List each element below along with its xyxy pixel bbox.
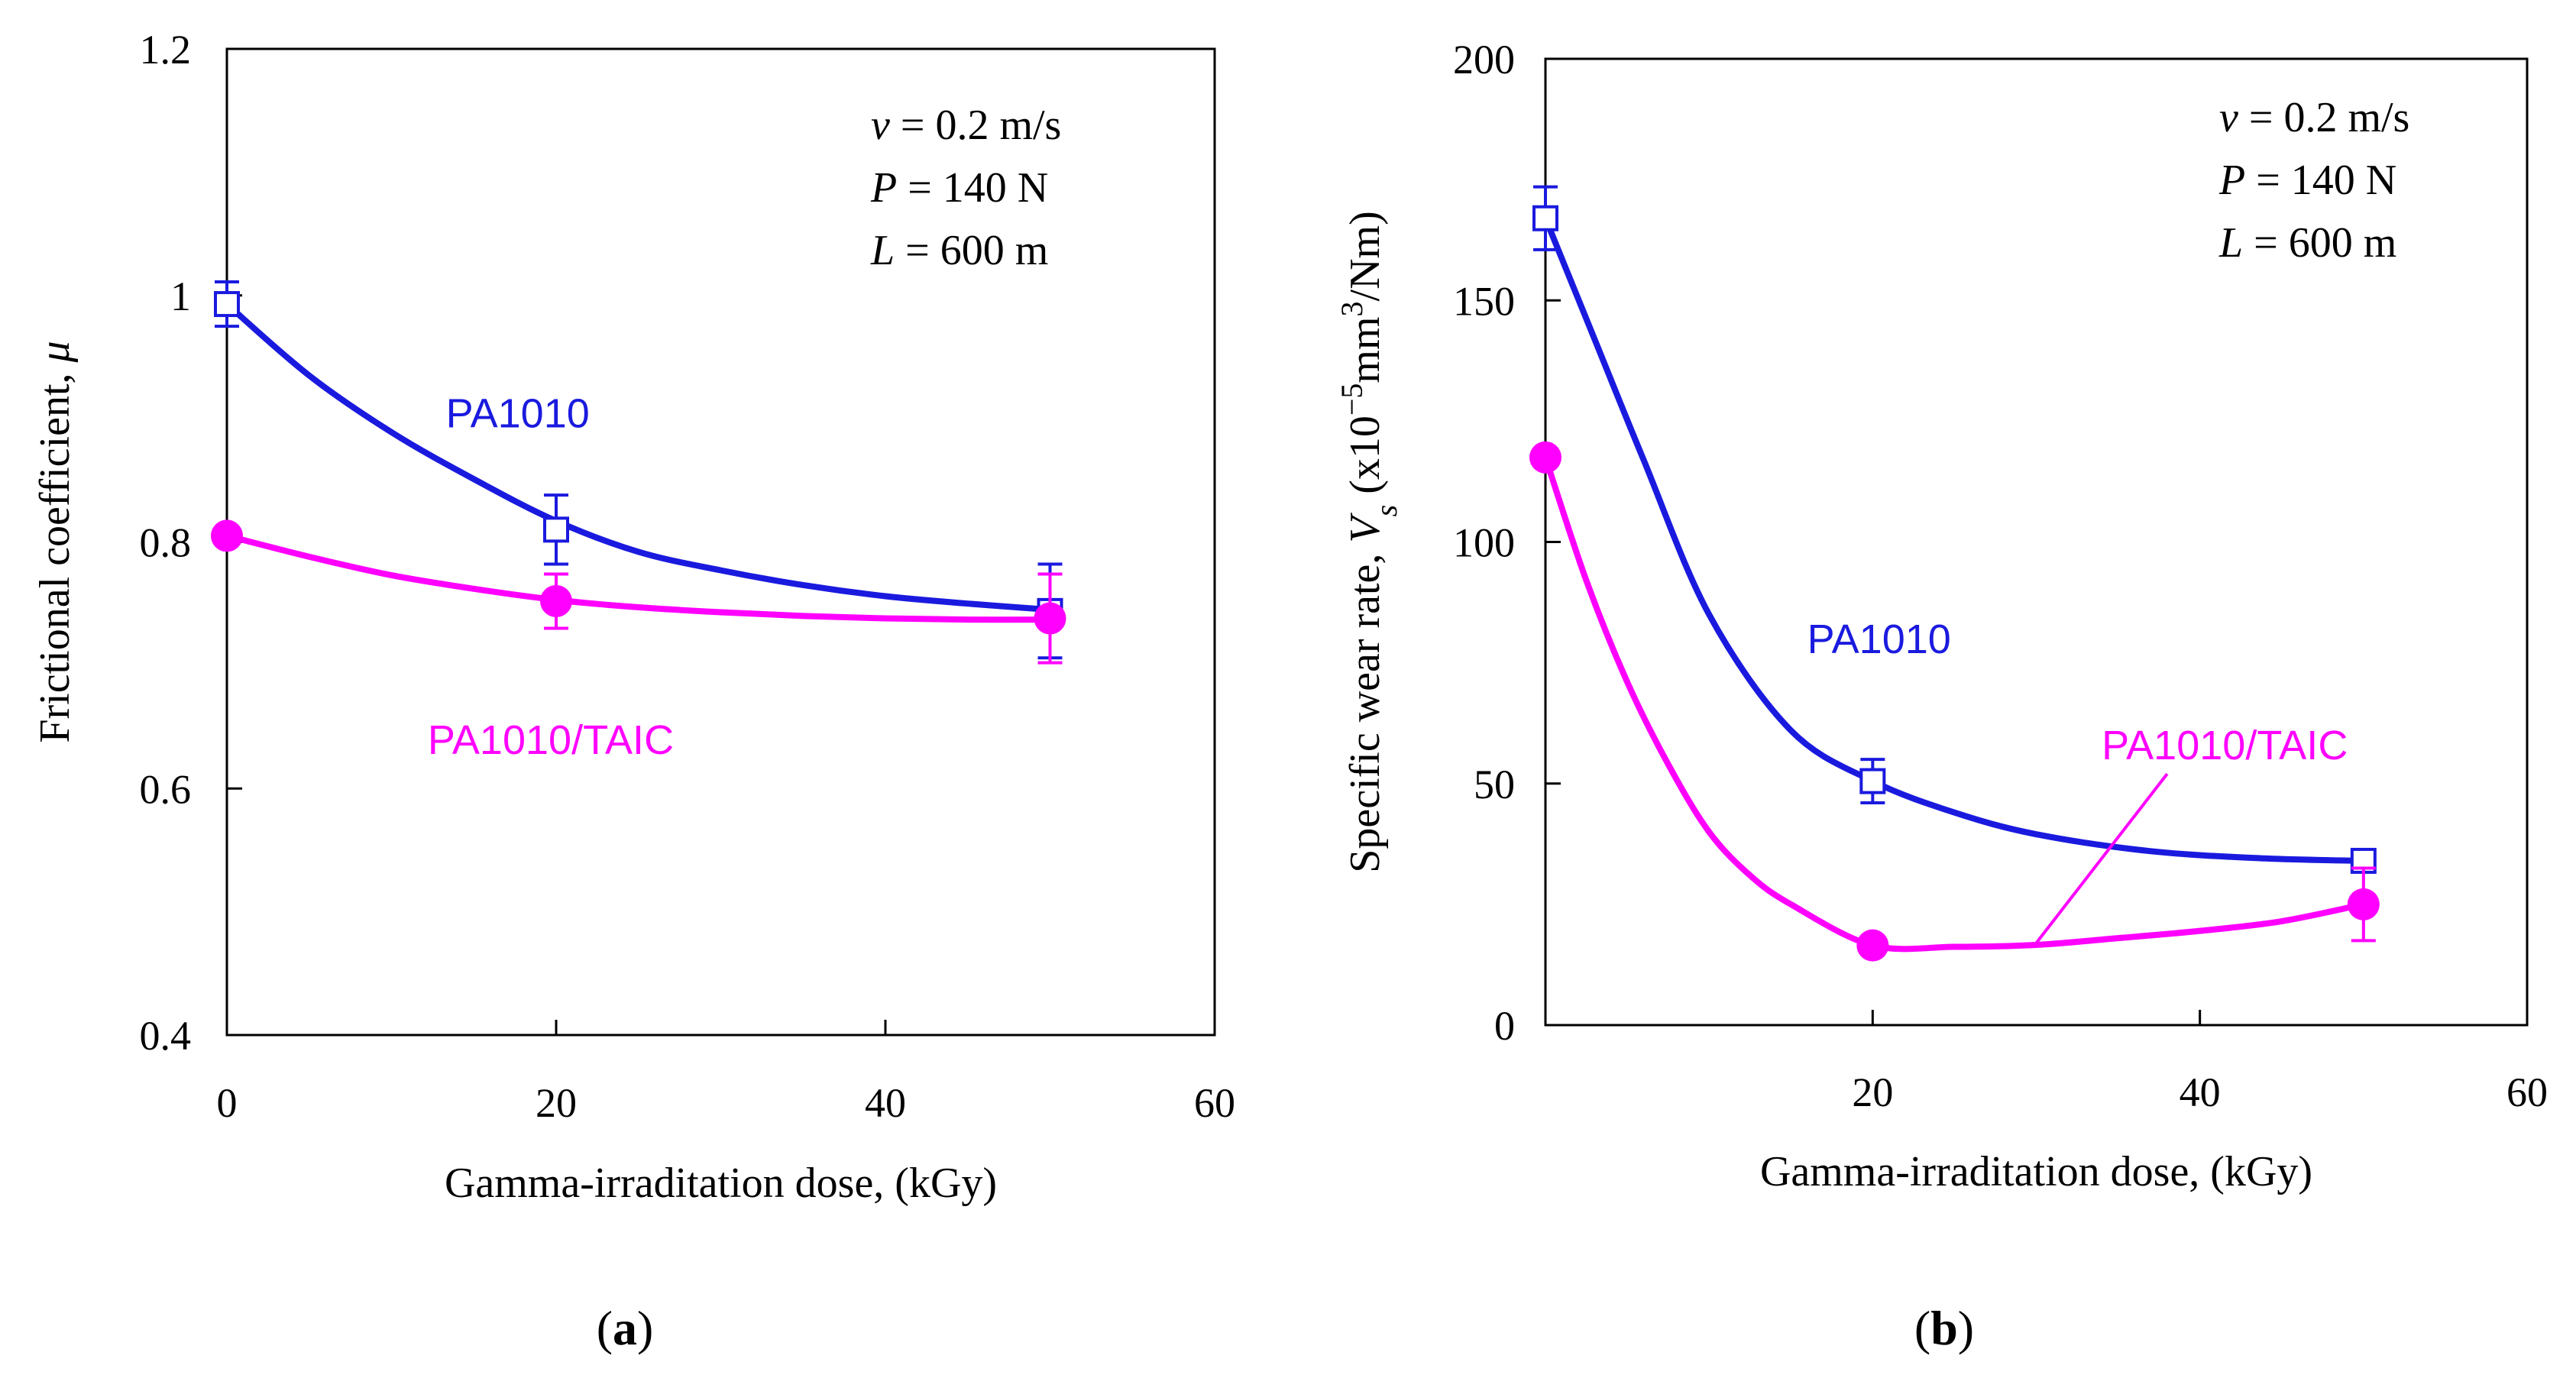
panel-label: (b) — [1914, 1301, 1974, 1355]
series-label: PA1010 — [1807, 616, 1951, 662]
series-pa1010: PA1010 — [214, 280, 1063, 660]
condition-text: P = 140 N — [870, 164, 1048, 212]
x-tick-label: 20 — [536, 1080, 577, 1126]
data-point — [1856, 929, 1889, 962]
y-tick-label: 0.8 — [140, 520, 192, 566]
data-point — [1859, 768, 1886, 794]
y-tick-label: 0 — [1494, 1003, 1515, 1049]
panel-label: (a) — [597, 1301, 654, 1355]
data-point — [540, 584, 572, 617]
x-tick-label: 40 — [2180, 1069, 2221, 1115]
x-axis-label: Gamma-irraditation dose, (kGy) — [445, 1160, 997, 1207]
x-tick-label: 60 — [2506, 1069, 2548, 1115]
data-point — [1532, 205, 1558, 231]
y-tick-label: 1 — [170, 273, 191, 319]
series-line — [226, 532, 1050, 623]
y-tick-label: 0.6 — [140, 766, 192, 812]
y-tick-label: 200 — [1453, 37, 1515, 82]
series-line — [1542, 456, 2364, 953]
series-pa1010: PA1010 — [1532, 185, 2377, 874]
x-tick-label: 20 — [1852, 1069, 1893, 1115]
y-tick-label: 1.2 — [140, 27, 192, 73]
y-tick-label: 100 — [1453, 520, 1515, 566]
data-point — [214, 291, 240, 318]
y-tick-label: 0.4 — [140, 1013, 192, 1059]
y-tick-label: 50 — [1474, 762, 1515, 807]
x-tick-label: 0 — [217, 1080, 238, 1126]
data-point — [2347, 888, 2380, 920]
condition-text: P = 140 N — [2218, 157, 2396, 204]
series-label: PA1010 — [446, 390, 590, 436]
condition-text: v = 0.2 m/s — [2219, 94, 2409, 141]
data-point — [211, 519, 243, 552]
y-tick-label: 150 — [1453, 278, 1515, 324]
x-tick-label: 60 — [1194, 1080, 1235, 1126]
condition-text: v = 0.2 m/s — [871, 102, 1061, 149]
series-pa1010-taic: PA1010/TAIC — [211, 519, 1066, 763]
series-line — [1542, 217, 2364, 864]
series-line — [225, 302, 1050, 613]
condition-text: L = 600 m — [870, 227, 1048, 274]
y-axis-label: Frictional coefficient, μ — [31, 341, 79, 742]
x-axis-label: Gamma-irraditation dose, (kGy) — [1760, 1148, 2312, 1195]
chart-b: 20 40 60 0 50 100 150 200 Gamma-irraditation dos… — [1335, 37, 2548, 1355]
label-leader-line — [2034, 772, 2169, 944]
data-point — [1529, 441, 1561, 474]
series-pa1010-taic: PA1010/TAIC — [1529, 441, 2380, 962]
series-label: PA1010/TAIC — [428, 717, 674, 763]
chart-a: 0 20 40 60 0.4 0.6 0.8 1 1.2 Gamma-irraditation d… — [31, 27, 1235, 1355]
data-point — [1034, 602, 1066, 635]
data-point — [543, 516, 569, 543]
condition-text: L = 600 m — [2218, 219, 2396, 267]
x-tick-label: 40 — [865, 1080, 906, 1126]
series-label: PA1010/TAIC — [2102, 723, 2348, 768]
y-axis-label: Specific wear rate, Vs (x10−5mm3/Nm) — [1335, 211, 1403, 873]
plot-frame — [225, 47, 1216, 1037]
